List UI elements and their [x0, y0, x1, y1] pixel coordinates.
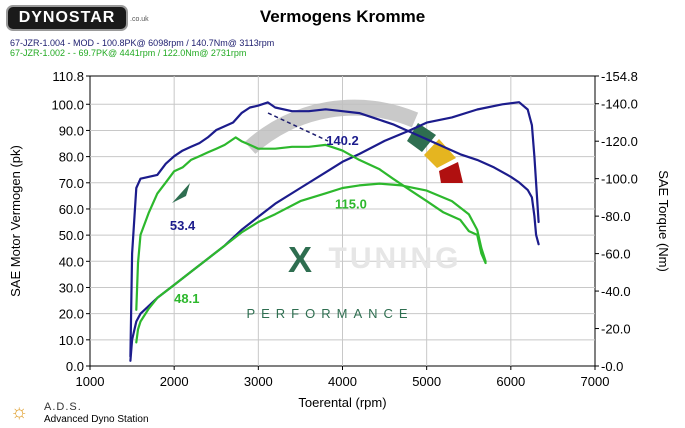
x-tick-label: 6000	[496, 374, 525, 389]
y-right-tick-label: -120.0	[601, 134, 638, 149]
watermark-tuning: TUNING	[329, 242, 462, 275]
chart-title: Vermogens Kromme	[259, 7, 426, 26]
x-tick-label: 2000	[160, 374, 189, 389]
footer-name: A.D.S.	[44, 401, 82, 413]
y-right-tick-label: -20.0	[601, 322, 631, 337]
y-right-tick-label: -80.0	[601, 209, 631, 224]
y-left-tick-label: 0.0	[66, 359, 84, 374]
y-axis-right-label: SAE Torque (Nm)	[656, 170, 671, 272]
run2-torque-line	[135, 136, 487, 311]
x-tick-label: 7000	[581, 374, 610, 389]
dynostar-logo: DYNOSTAR	[6, 5, 128, 31]
x-axis-label: Toerental (rpm)	[298, 395, 386, 410]
run2-legend: 67-JZR-1.002 - - 69.7PK@ 4441rpm / 122.0…	[10, 48, 247, 58]
gauge-seg-yellow	[424, 139, 456, 168]
y-left-tick-label: 40.0	[59, 254, 84, 269]
x-tick-label: 3000	[244, 374, 273, 389]
logo-text: DYNOSTAR	[18, 9, 116, 26]
watermark-performance: PERFORMANCE	[246, 306, 413, 321]
ads-logo-icon: ☼	[10, 401, 29, 423]
y-axis-left-ticks: 0.0 10.0 20.0 30.0 40.0 50.0 60.0 70.0 80.0 90.0 1…	[51, 69, 90, 374]
y-right-tick-label: -60.0	[601, 247, 631, 262]
x-tick-label: 1000	[76, 374, 105, 389]
y-right-tick-label: -100.0	[601, 172, 638, 187]
logo-suffix: .co.uk	[130, 16, 149, 23]
y-left-tick-label: 60.0	[59, 202, 84, 217]
x-axis-ticks: 1000 2000 3000 4000 5000 6000 7000	[76, 366, 610, 389]
y-right-tick-label: -40.0	[601, 284, 631, 299]
run1-legend: 67-JZR-1.004 - MOD - 100.8PK@ 6098rpm / …	[10, 38, 275, 48]
watermark-fin-left	[172, 183, 190, 203]
y-left-tick-label: 10.0	[59, 333, 84, 348]
annotation-label: 53.4	[170, 218, 196, 233]
footer-subtitle: Advanced Dyno Station	[44, 414, 149, 425]
run2-power-line	[135, 182, 487, 344]
y-left-tick-label: 70.0	[59, 176, 84, 191]
y-right-tick-label: -0.0	[601, 359, 623, 374]
y-left-tick-label: 50.0	[59, 228, 84, 243]
y-left-tick-label: 80.0	[59, 150, 84, 165]
y-left-tick-label: 110.8	[52, 69, 84, 84]
annotation-label: 140.2	[326, 133, 359, 148]
annotation-label: 115.0	[335, 197, 367, 212]
y-axis-left-label: SAE Motor Vermogen (pk)	[8, 145, 23, 297]
run1-torque-line	[129, 101, 540, 358]
series-layer	[129, 101, 540, 362]
y-right-tick-label: -140.0	[601, 97, 638, 112]
annotations: 140.2 115.0 53.4 48.1	[170, 133, 367, 306]
watermark-x: X	[288, 239, 312, 280]
y-axis-right-ticks: -0.0 -20.0 -40.0 -60.0 -80.0 -100.0 -120.0 -140…	[595, 69, 638, 374]
gauge-seg-red	[439, 162, 463, 183]
y-left-tick-label: 20.0	[59, 307, 84, 322]
x-tick-label: 5000	[412, 374, 441, 389]
annotation-label: 48.1	[174, 291, 199, 306]
x-tick-label: 4000	[328, 374, 357, 389]
y-left-tick-label: 100.0	[51, 97, 84, 112]
y-left-tick-label: 90.0	[59, 123, 84, 138]
y-left-tick-label: 30.0	[59, 280, 84, 295]
y-right-tick-label: -154.8	[601, 69, 638, 84]
